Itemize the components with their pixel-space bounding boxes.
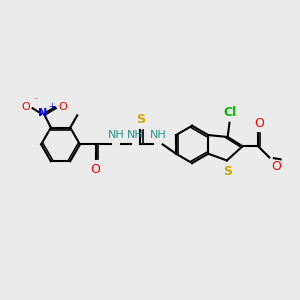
Text: S: S xyxy=(223,165,232,178)
Text: ⁻: ⁻ xyxy=(34,95,38,104)
Text: +: + xyxy=(48,102,55,111)
Text: Cl: Cl xyxy=(223,106,236,119)
Text: N: N xyxy=(38,108,47,118)
Text: O: O xyxy=(21,102,30,112)
Text: NH: NH xyxy=(108,130,124,140)
Text: NH: NH xyxy=(127,130,144,140)
Text: O: O xyxy=(91,163,100,176)
Text: O: O xyxy=(58,102,67,112)
Text: NH: NH xyxy=(149,130,166,140)
Text: O: O xyxy=(254,116,264,130)
Text: O: O xyxy=(271,160,281,173)
Text: S: S xyxy=(136,113,146,126)
